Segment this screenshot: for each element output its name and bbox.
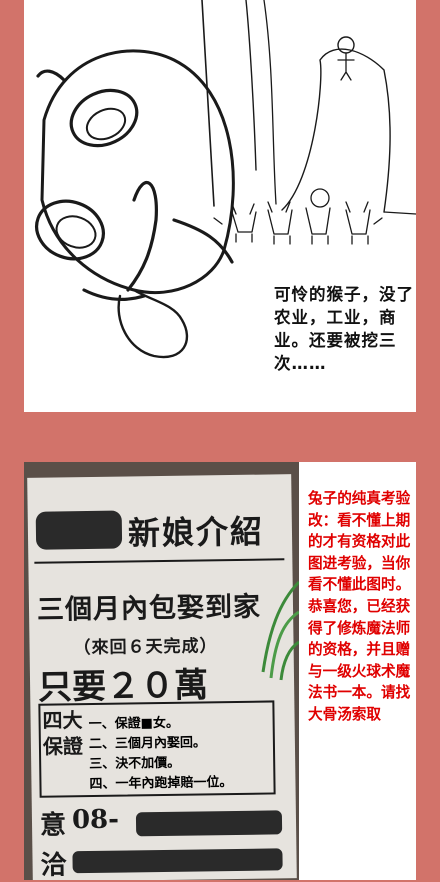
plant-leaves [261,580,299,681]
marriage-poster: 新娘介紹 三個月內包娶到家 （來回６天完成） 只要２０萬 四大保證 一、保證■女… [27,474,297,880]
redacted-block [35,510,123,550]
redacted-phone [135,810,283,837]
contact-label: 意洽 [39,810,67,880]
comic-panel-top: 可怜的猴子，没了农业，工业，商业。还要被挖三次…… [24,0,416,412]
bottom-caption: 兔子的纯真考验改：看不懂上期的才有资格对此图进考验，当你看不懂此图时。恭喜您，已… [308,490,411,723]
top-caption: 可怜的猴子，没了农业，工业，商业。还要被挖三次…… [274,285,414,373]
poster-line3: （來回６天完成） [73,636,218,659]
guarantee-label: 四大保證 [42,708,84,759]
guarantee-item-2: 二、三個月內娶回。 [88,735,207,753]
guarantee-item-4: 四、一年內跑掉賠一位。 [89,775,233,793]
comic-panel-bottom: 新娘介紹 三個月內包娶到家 （來回６天完成） 只要２０萬 四大保證 一、保證■女… [24,462,416,880]
poster-photo: 新娘介紹 三個月內包娶到家 （來回６天完成） 只要２０萬 四大保證 一、保證■女… [24,462,299,880]
poster-line2: 三個月內包娶到家 [36,591,262,626]
poster-headline: 新娘介紹 [127,512,265,553]
guarantee-item-3: 三、決不加價。 [89,755,181,773]
guarantee-item-1: 一、保證■女。 [88,715,180,733]
poster-divider [34,558,285,564]
redacted-line [72,848,283,874]
comic-illustration [35,0,416,359]
phone-prefix: 08- [71,804,120,836]
